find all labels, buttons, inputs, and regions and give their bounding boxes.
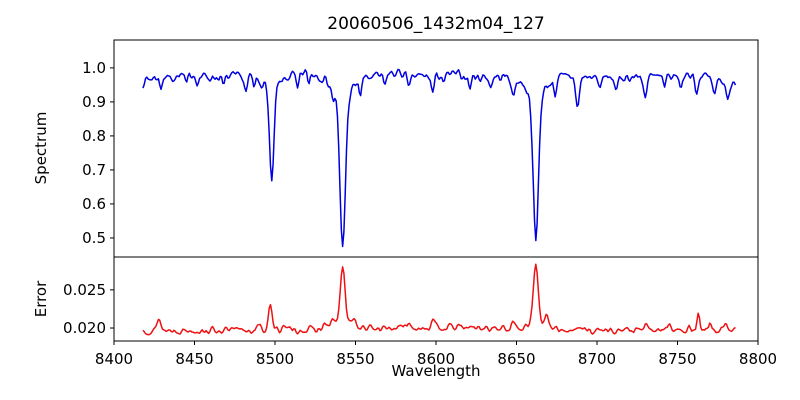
spectrum-y-tick-label: 0.9 — [82, 93, 106, 111]
x-tick-label: 8700 — [578, 350, 616, 368]
spectrum-data-line — [142, 68, 737, 248]
x-tick-label: 8650 — [497, 350, 535, 368]
plot-title: 20060506_1432m04_127 — [327, 14, 544, 34]
x-tick-label: 8400 — [95, 350, 133, 368]
error-data-line — [142, 263, 736, 336]
x-tick-label: 8550 — [336, 350, 374, 368]
x-tick-label: 8500 — [256, 350, 294, 368]
error-y-tick-label: 0.020 — [63, 319, 106, 337]
spectrum-axes-frame — [113, 39, 759, 258]
spectrum-y-tick-label: 0.8 — [82, 127, 106, 145]
spectrum-y-tick-label: 0.5 — [82, 229, 106, 247]
y-axis-label-spectrum: Spectrum — [32, 112, 50, 185]
y-axis-label-error: Error — [32, 280, 50, 317]
x-axis-label: Wavelength — [392, 362, 481, 380]
error-y-tick-label: 0.025 — [63, 281, 106, 299]
spectrum-y-tick-label: 0.6 — [82, 195, 106, 213]
x-tick-label: 8600 — [417, 350, 455, 368]
x-tick-label: 8450 — [175, 350, 213, 368]
x-tick-label: 8800 — [739, 350, 777, 368]
axes-and-series-group: 0.5 0.6 0.7 0.8 0.9 1.0 0.020 0.025 8400 8450 8500… — [63, 39, 777, 368]
spectrum-y-tick-label: 1.0 — [82, 59, 106, 77]
x-tick-label: 8750 — [658, 350, 696, 368]
spectrum-y-tick-label: 0.7 — [82, 161, 106, 179]
